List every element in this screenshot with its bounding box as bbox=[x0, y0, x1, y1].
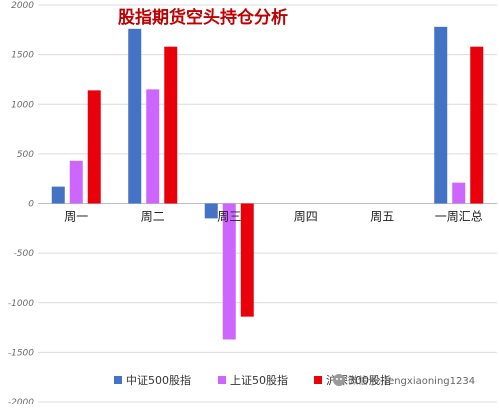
category-label: 周二 bbox=[141, 210, 165, 224]
bar bbox=[470, 46, 484, 204]
legend-swatch bbox=[114, 376, 122, 384]
bar bbox=[87, 90, 101, 204]
category-label: 周五 bbox=[370, 210, 394, 224]
category-label: 周四 bbox=[294, 210, 318, 224]
bar bbox=[204, 203, 218, 219]
bar bbox=[51, 186, 65, 204]
y-tick-label: 1500 bbox=[11, 51, 34, 61]
legend-swatch bbox=[218, 376, 226, 384]
y-tick-label: 2000 bbox=[11, 1, 34, 11]
bars bbox=[51, 26, 484, 340]
y-axis-ticks: 2000 1500 1000 500 0 -500 -1000 -1500 -2000 bbox=[8, 1, 35, 408]
category-label: 一周汇总 bbox=[435, 210, 483, 224]
legend-label: 中证500股指 bbox=[126, 373, 191, 387]
bar bbox=[240, 203, 254, 317]
category-label: 周三 bbox=[217, 210, 241, 224]
bar bbox=[128, 28, 142, 204]
bar bbox=[434, 26, 448, 204]
bar bbox=[69, 160, 83, 204]
bar bbox=[452, 182, 466, 204]
legend-swatch bbox=[314, 376, 322, 384]
wechat-icon-eye-left bbox=[336, 378, 338, 380]
wechat-icon bbox=[333, 374, 345, 386]
chart-title: 股指期货空头持仓分析 bbox=[118, 7, 288, 28]
bar bbox=[146, 89, 160, 204]
y-tick-label: 1000 bbox=[11, 100, 34, 110]
category-label: 周一 bbox=[64, 210, 88, 224]
legend-label: 上证50股指 bbox=[230, 373, 288, 387]
category-labels: 周一 周二 周三 周四 周五 一周汇总 bbox=[64, 210, 483, 224]
watermark-text: 微信号: fengxiaoning1234 bbox=[348, 374, 475, 387]
y-tick-label: -1000 bbox=[8, 299, 34, 309]
y-tick-label: -500 bbox=[14, 249, 35, 259]
y-tick-label: -2000 bbox=[8, 398, 34, 404]
bar bbox=[222, 203, 236, 340]
y-tick-label: -1500 bbox=[8, 348, 34, 358]
y-tick-label: 0 bbox=[28, 200, 34, 210]
wechat-icon-eye-right bbox=[340, 378, 342, 380]
watermark: 微信号: fengxiaoning1234 bbox=[333, 374, 475, 387]
bar bbox=[164, 46, 178, 204]
grid-lines bbox=[38, 4, 497, 403]
y-tick-label: 500 bbox=[17, 150, 34, 160]
